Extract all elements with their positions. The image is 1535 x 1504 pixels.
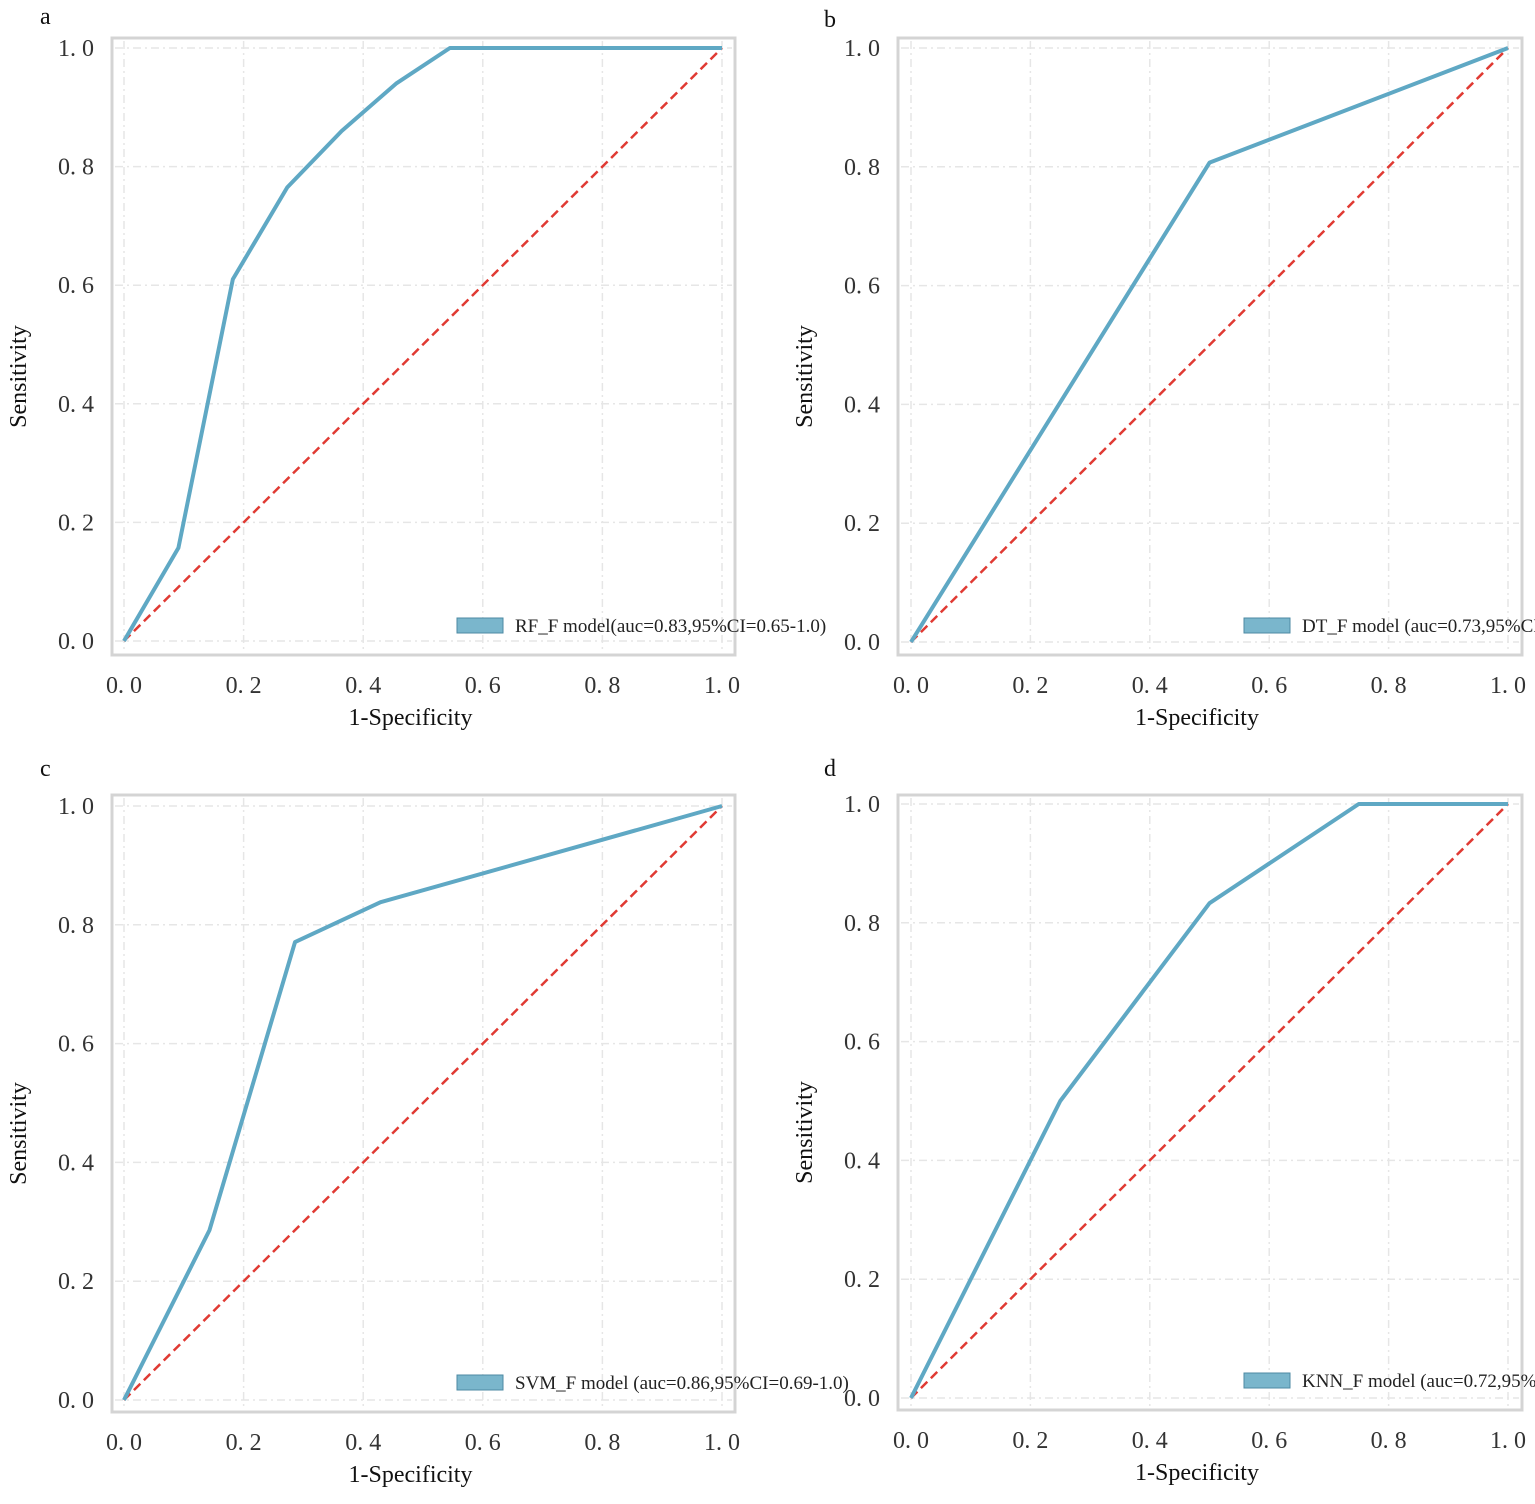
y-tick-label: 1. 0 [58,794,94,820]
panel-label: b [824,7,836,33]
y-tick-label: 1. 0 [844,792,880,818]
y-tick-label: 0. 6 [844,1030,880,1056]
legend-label: RF_F model(auc=0.83,95%CI=0.65-1.0) [515,616,826,637]
legend-label: SVM_F model (auc=0.86,95%CI=0.69-1.0) [515,1373,849,1394]
x-axis-label: 1-Specificity [349,1462,473,1488]
panel-label: d [824,756,836,782]
x-tick-label: 0. 8 [1371,1428,1407,1454]
y-axis-label: Sensitivity [792,325,818,428]
x-tick-label: 1. 0 [704,673,740,699]
x-tick-label: 1. 0 [704,1430,740,1456]
y-tick-label: 0. 2 [844,1267,880,1293]
x-tick-label: 0. 0 [106,673,142,699]
x-tick-label: 1. 0 [1490,673,1526,699]
roc-panel-a: a 0. 0 0. 0 0. 2 0. 2 0. 4 0. 4 0. 6 0. 6 0. 8 0. … [6,4,826,731]
x-tick-label: 0. 4 [345,673,381,699]
x-tick-label: 0. 2 [1012,673,1048,699]
x-tick-label: 0. 4 [1132,673,1168,699]
y-tick-label: 0. 2 [58,1269,94,1295]
x-tick-label: 0. 0 [893,673,929,699]
x-axis-label: 1-Specificity [1135,1460,1259,1486]
roc-curve [122,46,722,643]
x-tick-label: 0. 0 [106,1430,142,1456]
x-tick-label: 0. 8 [584,1430,620,1456]
legend-swatch [1243,617,1291,634]
y-tick-label: 0. 0 [844,1386,880,1412]
y-tick-label: 0. 0 [58,1388,94,1414]
y-tick-label: 0. 8 [844,911,880,937]
y-tick-label: 0. 8 [58,155,94,181]
x-tick-label: 1. 0 [1490,1428,1526,1454]
legend-label: KNN_F model (auc=0.72,95%CI=0.50-0.94) [1302,1371,1535,1392]
x-tick-label: 0. 4 [345,1430,381,1456]
y-tick-label: 0. 0 [844,630,880,656]
y-tick-label: 1. 0 [844,36,880,62]
legend-swatch [1243,1372,1291,1389]
y-tick-label: 0. 4 [844,1148,880,1174]
x-axis-label: 1-Specificity [349,705,473,731]
y-tick-label: 0. 6 [58,1032,94,1058]
chance-diagonal-line [123,805,723,1401]
x-tick-label: 0. 2 [226,673,262,699]
y-tick-label: 1. 0 [58,36,94,62]
y-tick-label: 0. 8 [58,913,94,939]
y-tick-label: 0. 6 [844,274,880,300]
roc-panel-c: c 0. 0 0. 0 0. 2 0. 2 0. 4 0. 4 0. 6 0. 6 0. 8 0. … [6,756,849,1488]
y-axis-label: Sensitivity [6,1082,32,1185]
x-axis-label: 1-Specificity [1135,705,1259,731]
x-tick-label: 0. 6 [465,1430,501,1456]
y-tick-label: 0. 6 [58,273,94,299]
x-tick-label: 0. 6 [465,673,501,699]
chance-diagonal-line [910,47,1509,643]
legend-label: DT_F model (auc=0.73,95%CI=0.58-0.87) [1302,616,1535,637]
y-tick-label: 0. 4 [844,392,880,418]
x-tick-label: 0. 6 [1251,673,1287,699]
y-tick-label: 0. 4 [58,392,94,418]
y-tick-label: 0. 4 [58,1150,94,1176]
roc-panel-b: b 0. 0 0. 0 0. 2 0. 2 0. 4 0. 4 0. 6 0. 6 0. 8 0. … [792,7,1535,731]
y-axis-label: Sensitivity [792,1081,818,1184]
panel-label: c [40,756,51,782]
chance-diagonal-line [123,47,723,642]
y-tick-label: 0. 2 [844,511,880,537]
x-tick-label: 0. 4 [1132,1428,1168,1454]
plot-frame [110,36,737,657]
x-tick-label: 0. 8 [1371,673,1407,699]
x-tick-label: 0. 2 [1012,1428,1048,1454]
x-tick-label: 0. 0 [893,1428,929,1454]
y-tick-label: 0. 8 [844,155,880,181]
x-tick-label: 0. 8 [584,673,620,699]
y-tick-label: 0. 0 [58,629,94,655]
roc-panel-d: d 0. 0 0. 0 0. 2 0. 2 0. 4 0. 4 0. 6 0. 6 0. 8 0. … [792,756,1535,1486]
legend-swatch [456,617,504,634]
x-tick-label: 0. 6 [1251,1428,1287,1454]
panel-label: a [40,4,51,30]
legend-swatch [456,1374,504,1391]
y-axis-label: Sensitivity [6,325,32,428]
x-tick-label: 0. 2 [226,1430,262,1456]
chance-diagonal-line [910,803,1509,1399]
y-tick-label: 0. 2 [58,510,94,536]
